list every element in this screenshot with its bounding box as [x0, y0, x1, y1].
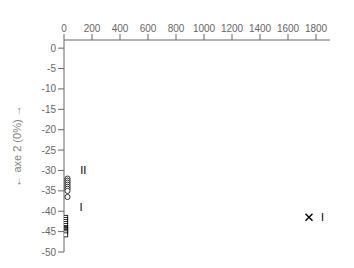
- svg-text:800: 800: [168, 23, 185, 34]
- svg-text:-10: -10: [42, 83, 57, 94]
- svg-text:600: 600: [140, 23, 157, 34]
- svg-text:← axe 2 (0%) →: ← axe 2 (0%) →: [11, 105, 23, 186]
- svg-text:-35: -35: [42, 185, 57, 196]
- svg-text:400: 400: [112, 23, 129, 34]
- svg-text:I: I: [321, 211, 324, 223]
- svg-text:-40: -40: [42, 206, 57, 217]
- svg-text:-50: -50: [42, 247, 57, 258]
- svg-text:-20: -20: [42, 124, 57, 135]
- svg-text:-5: -5: [47, 63, 56, 74]
- svg-text:1000: 1000: [193, 23, 216, 34]
- svg-text:-45: -45: [42, 226, 57, 237]
- svg-text:1200: 1200: [221, 23, 244, 34]
- svg-text:1400: 1400: [249, 23, 272, 34]
- svg-text:1800: 1800: [305, 23, 328, 34]
- svg-text:-30: -30: [42, 165, 57, 176]
- svg-text:-15: -15: [42, 104, 57, 115]
- svg-text:-25: -25: [42, 145, 57, 156]
- svg-text:I: I: [80, 201, 83, 213]
- svg-text:0: 0: [50, 43, 56, 54]
- svg-text:1600: 1600: [277, 23, 300, 34]
- svg-text:II: II: [80, 164, 86, 176]
- svg-text:200: 200: [84, 23, 101, 34]
- svg-text:0: 0: [61, 23, 67, 34]
